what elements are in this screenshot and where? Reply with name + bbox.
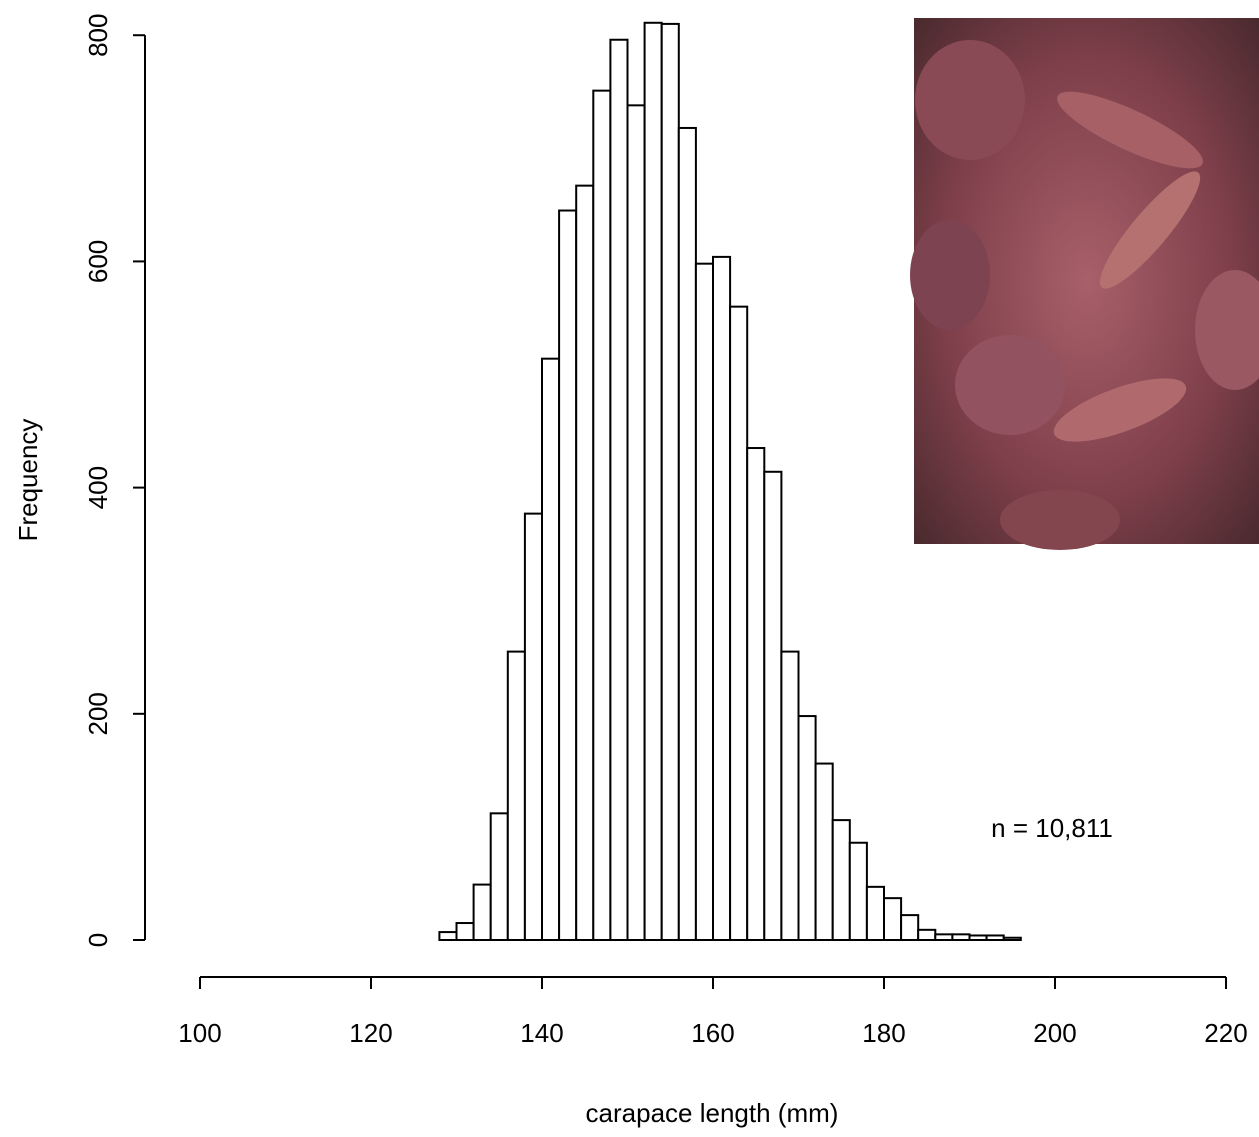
bar	[831, 819, 851, 941]
x-tick-label: 180	[862, 1018, 905, 1048]
bar	[660, 22, 680, 942]
bar	[780, 650, 800, 941]
bar	[506, 650, 526, 941]
bar	[643, 21, 663, 941]
bar	[729, 305, 749, 941]
x-tick-label: 140	[520, 1018, 563, 1048]
bar	[609, 38, 629, 942]
bar	[883, 897, 903, 942]
bar	[763, 470, 783, 941]
bar	[951, 933, 971, 941]
inset-photo	[910, 18, 1259, 550]
bar	[541, 357, 561, 941]
y-tick-label: 400	[83, 466, 113, 509]
x-tick-label: 120	[349, 1018, 392, 1048]
x-tick-label: 220	[1204, 1018, 1247, 1048]
bar	[558, 209, 578, 941]
x-tick-label: 200	[1033, 1018, 1076, 1048]
bar	[677, 126, 697, 941]
bar	[900, 914, 920, 941]
bar	[746, 447, 766, 941]
bar	[1002, 936, 1022, 941]
bar	[592, 89, 612, 941]
bar	[575, 184, 595, 941]
bar	[489, 812, 509, 942]
y-tick-label: 800	[83, 14, 113, 57]
bar	[917, 928, 937, 942]
y-tick-label: 200	[83, 692, 113, 735]
x-tick-label: 100	[178, 1018, 221, 1048]
bar	[814, 762, 834, 941]
bar	[455, 922, 475, 941]
x-tick-label: 160	[691, 1018, 734, 1048]
bar	[848, 841, 868, 941]
bar	[523, 512, 544, 941]
bar	[985, 934, 1005, 941]
y-axis-label: Frequency	[13, 419, 43, 542]
bar	[968, 934, 988, 941]
bar	[934, 933, 954, 941]
bar	[694, 262, 715, 941]
bar	[626, 104, 646, 941]
bar	[712, 255, 732, 941]
y-tick-label: 600	[83, 240, 113, 283]
y-tick-label: 0	[83, 933, 113, 947]
bar	[865, 885, 886, 941]
bar	[438, 931, 458, 942]
x-axis-label: carapace length (mm)	[586, 1098, 839, 1128]
bar	[797, 715, 817, 941]
annotation: n = 10,811	[991, 813, 1113, 843]
bar	[472, 883, 492, 942]
